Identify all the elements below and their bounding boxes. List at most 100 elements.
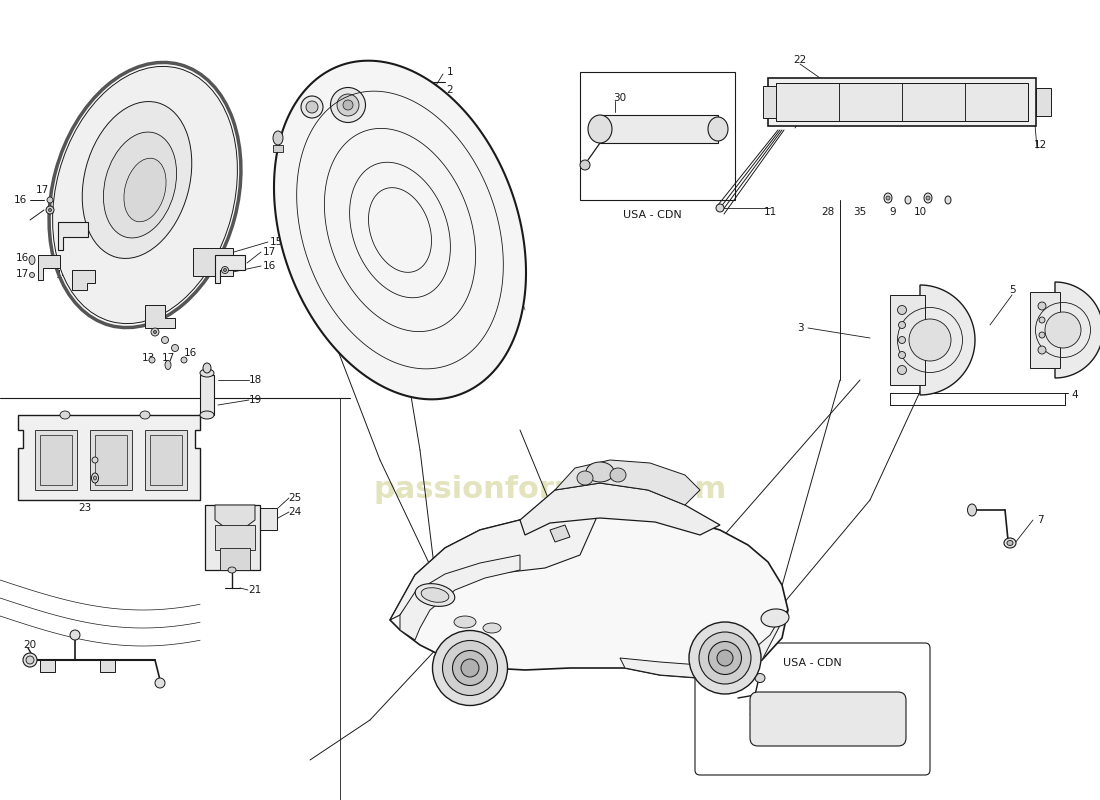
Ellipse shape	[91, 473, 99, 483]
Ellipse shape	[23, 653, 37, 667]
Text: 6: 6	[1058, 285, 1065, 295]
Bar	[214, 525, 255, 550]
Text: 23: 23	[78, 503, 91, 513]
Ellipse shape	[154, 330, 156, 334]
Ellipse shape	[301, 96, 323, 118]
Polygon shape	[72, 270, 95, 290]
Ellipse shape	[708, 117, 728, 141]
Ellipse shape	[898, 366, 906, 374]
Ellipse shape	[155, 678, 165, 688]
Text: 2: 2	[447, 85, 453, 95]
Ellipse shape	[761, 609, 789, 627]
Text: 15: 15	[270, 237, 284, 247]
Ellipse shape	[586, 462, 614, 482]
Ellipse shape	[92, 457, 98, 463]
Polygon shape	[400, 555, 520, 640]
Text: 24: 24	[288, 507, 301, 517]
Bar	[150, 435, 182, 485]
Ellipse shape	[452, 650, 487, 686]
Text: 16: 16	[263, 261, 276, 271]
Ellipse shape	[886, 196, 890, 200]
Polygon shape	[1055, 282, 1100, 378]
Ellipse shape	[1040, 317, 1045, 323]
Ellipse shape	[588, 115, 612, 143]
Bar	[776, 83, 1028, 121]
Text: 21: 21	[249, 585, 262, 595]
Text: 34: 34	[388, 108, 401, 118]
Bar	[839, 83, 902, 121]
Polygon shape	[100, 660, 116, 672]
Ellipse shape	[689, 622, 761, 694]
Text: 26: 26	[113, 473, 127, 483]
Bar	[600, 115, 718, 143]
Ellipse shape	[898, 306, 906, 314]
Ellipse shape	[905, 196, 911, 204]
Text: 20: 20	[23, 640, 36, 650]
Ellipse shape	[103, 132, 177, 238]
Text: USA - CDN: USA - CDN	[623, 210, 681, 220]
Polygon shape	[40, 660, 55, 672]
Ellipse shape	[330, 87, 365, 122]
Ellipse shape	[53, 66, 238, 324]
Polygon shape	[58, 222, 88, 250]
Text: 16: 16	[13, 195, 26, 205]
Text: 16: 16	[184, 348, 197, 358]
Bar	[200, 375, 214, 415]
Polygon shape	[39, 255, 60, 280]
Polygon shape	[274, 61, 526, 399]
Ellipse shape	[244, 515, 252, 523]
Text: 12: 12	[1033, 140, 1046, 150]
Text: } 1: } 1	[395, 108, 411, 118]
Polygon shape	[520, 483, 720, 535]
Ellipse shape	[221, 266, 229, 274]
Text: 14: 14	[55, 270, 68, 280]
Ellipse shape	[306, 101, 318, 113]
Ellipse shape	[182, 357, 187, 363]
Text: 25: 25	[288, 493, 301, 503]
Polygon shape	[18, 415, 200, 500]
Bar	[205, 505, 260, 570]
Ellipse shape	[148, 357, 155, 363]
Ellipse shape	[82, 102, 191, 258]
Ellipse shape	[200, 369, 214, 377]
Bar	[35, 430, 77, 490]
Polygon shape	[145, 305, 175, 328]
Ellipse shape	[47, 197, 53, 203]
Ellipse shape	[698, 632, 751, 684]
Ellipse shape	[140, 411, 150, 419]
Text: passionforparts.com: passionforparts.com	[373, 475, 727, 505]
Ellipse shape	[29, 255, 35, 265]
Text: since 1985: since 1985	[483, 525, 617, 545]
Ellipse shape	[899, 322, 905, 329]
Ellipse shape	[200, 411, 214, 419]
Polygon shape	[920, 285, 975, 395]
Bar	[95, 435, 126, 485]
Bar	[220, 548, 250, 570]
Ellipse shape	[483, 623, 500, 633]
Polygon shape	[390, 510, 600, 620]
Ellipse shape	[884, 193, 892, 203]
Ellipse shape	[1038, 302, 1046, 310]
Ellipse shape	[1040, 332, 1045, 338]
Bar	[580, 72, 735, 200]
Bar	[890, 295, 925, 385]
Ellipse shape	[610, 468, 626, 482]
Bar	[90, 430, 132, 490]
Text: 11: 11	[763, 207, 777, 217]
Ellipse shape	[968, 504, 977, 516]
Bar	[768, 78, 1036, 126]
Text: 13: 13	[142, 353, 155, 363]
Ellipse shape	[273, 131, 283, 145]
Polygon shape	[214, 255, 245, 283]
Text: 1: 1	[447, 67, 453, 77]
Ellipse shape	[1045, 312, 1081, 348]
Polygon shape	[550, 525, 570, 542]
Text: 17: 17	[162, 353, 175, 363]
Polygon shape	[763, 86, 776, 118]
Bar	[273, 145, 283, 152]
Ellipse shape	[415, 584, 454, 606]
Polygon shape	[620, 610, 788, 678]
Ellipse shape	[454, 616, 476, 628]
Bar	[1036, 88, 1050, 116]
Text: 30: 30	[614, 93, 627, 103]
